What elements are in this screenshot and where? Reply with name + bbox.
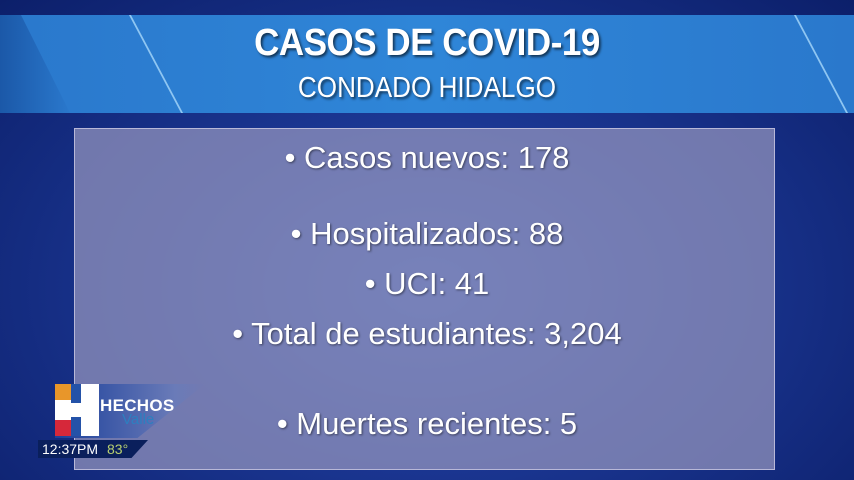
stat-hospitalized: • Hospitalizados: 88 <box>290 216 564 251</box>
logo-h-gap <box>71 417 81 436</box>
clock: 12:37PM <box>42 441 99 457</box>
stat-new-cases: • Casos nuevos: 178 <box>284 140 570 175</box>
stat-icu: • UCI: 41 <box>364 266 490 301</box>
page-title: CASOS DE COVID-19 <box>254 22 600 64</box>
logo-orange-square <box>55 384 71 400</box>
page-subtitle: CONDADO HIDALGO <box>297 72 557 104</box>
title-banner <box>0 15 854 113</box>
stat-students: • Total de estudiantes: 3,204 <box>232 316 622 351</box>
stats-panel <box>74 128 775 470</box>
logo-brand-line2: Valle <box>122 411 155 428</box>
stat-deaths: • Muertes recientes: 5 <box>276 406 578 441</box>
logo-brand-line1: HECHOS <box>100 396 175 415</box>
temperature: 83° <box>107 441 129 457</box>
logo-h-gap <box>71 384 81 403</box>
time-bar <box>38 440 148 458</box>
logo-red-square <box>55 420 71 436</box>
